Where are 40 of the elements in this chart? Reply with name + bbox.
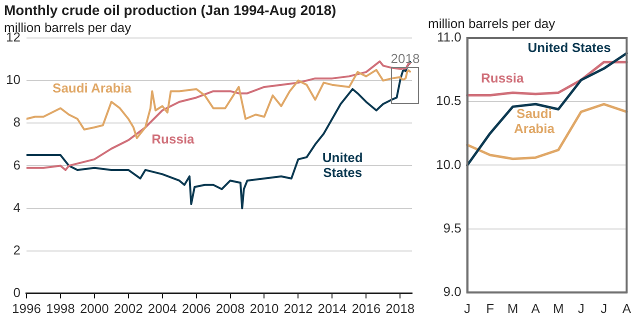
x-tick-label: 1996 [12,300,41,316]
x-tick-label: A [531,300,540,316]
y-axis-title: million barrels per day [428,16,556,31]
series-label: Russia [481,70,524,86]
y-tick-label: 10 [6,72,20,88]
series-label: Russia [152,132,196,147]
annotation: 2018 [390,50,420,66]
y-tick-label: 2 [13,242,20,258]
series-label: United States [322,150,363,180]
x-tick-label: 2002 [114,300,143,316]
x-tick-label: 2000 [80,300,109,316]
series-label: United States [528,40,611,55]
x-tick-label: F [486,300,494,316]
y-tick-label: 9.5 [443,220,462,236]
x-tick-label: M [552,300,564,316]
x-tick-label: J [464,300,471,316]
x-tick-label: 1998 [46,300,75,316]
y-tick-label: 0 [13,284,20,300]
y-tick-label: 4 [13,200,20,215]
x-tick-label: 2008 [216,300,245,316]
x-tick-label: 2016 [352,300,381,316]
y-tick-label: 11.0 [436,30,462,45]
series-label: Saudi Arabia [514,106,556,136]
chart-title: Monthly crude oil production (Jan 1994-Aug 2018) [4,2,336,18]
x-tick-label: A [622,300,632,316]
x-tick-label: 2010 [250,300,279,316]
y-tick-label: 8 [13,114,20,130]
x-tick-label: 2004 [148,300,177,316]
y-tick-label: 10.5 [436,93,462,108]
series-label: Saudi Arabia [52,80,132,96]
x-tick-label: M [507,300,518,316]
y-tick-label: 10.0 [436,156,462,172]
x-tick-label: 2006 [182,300,211,316]
x-tick-label: J [600,300,608,316]
x-tick-label: J [578,300,584,316]
y-tick-label: 9.0 [443,284,462,299]
y-tick-label: 6 [13,157,20,172]
x-tick-label: 2014 [318,300,347,316]
x-tick-label: 2012 [284,300,313,316]
x-tick-label: 2018 [386,300,415,316]
